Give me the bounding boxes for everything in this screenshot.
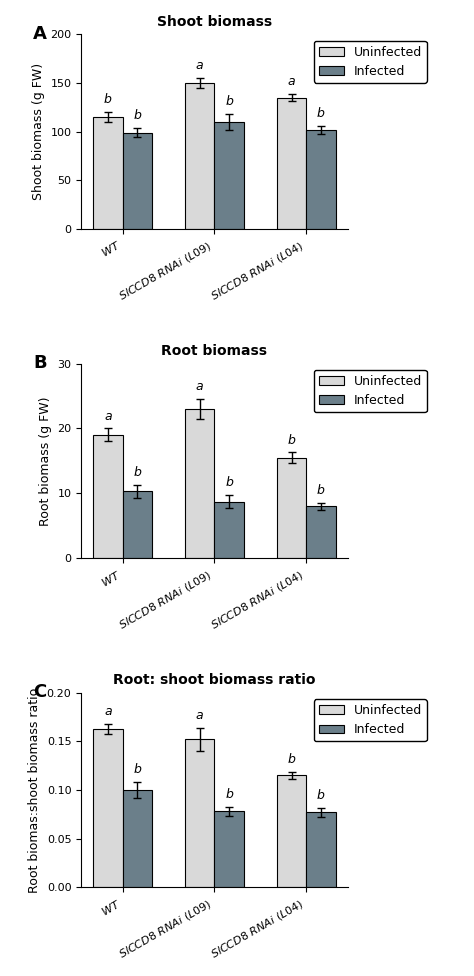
Bar xyxy=(123,791,152,887)
Text: a: a xyxy=(288,75,295,88)
Text: a: a xyxy=(196,381,203,393)
Bar xyxy=(277,458,306,558)
Title: Root: shoot biomass ratio: Root: shoot biomass ratio xyxy=(113,673,316,687)
Title: Shoot biomass: Shoot biomass xyxy=(157,15,272,29)
Text: b: b xyxy=(317,107,325,120)
Bar xyxy=(93,435,123,558)
Bar xyxy=(214,502,244,558)
Bar xyxy=(93,117,123,229)
Bar xyxy=(123,133,152,229)
Text: a: a xyxy=(196,709,203,722)
Bar xyxy=(185,740,214,887)
Legend: Uninfected, Infected: Uninfected, Infected xyxy=(313,699,427,742)
Text: b: b xyxy=(133,109,141,122)
Text: a: a xyxy=(196,60,203,72)
Text: b: b xyxy=(317,484,325,497)
Bar xyxy=(277,776,306,887)
Bar xyxy=(185,409,214,558)
Text: b: b xyxy=(317,789,325,801)
Bar xyxy=(214,122,244,229)
Bar xyxy=(306,507,336,558)
Bar xyxy=(306,130,336,229)
Text: b: b xyxy=(104,94,112,106)
Y-axis label: Root biomas:shoot biomass ratio: Root biomas:shoot biomass ratio xyxy=(28,687,41,893)
Text: B: B xyxy=(33,354,47,372)
Legend: Uninfected, Infected: Uninfected, Infected xyxy=(313,41,427,83)
Text: C: C xyxy=(33,683,46,701)
Text: b: b xyxy=(225,476,233,489)
Title: Root biomass: Root biomass xyxy=(162,345,267,358)
Text: b: b xyxy=(133,466,141,479)
Bar xyxy=(93,729,123,887)
Text: b: b xyxy=(225,788,233,800)
Text: b: b xyxy=(288,752,295,766)
Y-axis label: Root biomass (g FW): Root biomass (g FW) xyxy=(39,396,52,526)
Legend: Uninfected, Infected: Uninfected, Infected xyxy=(313,370,427,412)
Text: b: b xyxy=(225,96,233,108)
Bar xyxy=(306,812,336,887)
Y-axis label: Shoot biomass (g FW): Shoot biomass (g FW) xyxy=(32,63,45,200)
Bar xyxy=(185,83,214,229)
Text: b: b xyxy=(288,433,295,447)
Bar xyxy=(123,491,152,558)
Text: b: b xyxy=(133,763,141,777)
Text: A: A xyxy=(33,24,47,43)
Bar xyxy=(277,98,306,229)
Text: a: a xyxy=(104,705,112,718)
Bar xyxy=(214,811,244,887)
Text: a: a xyxy=(104,410,112,423)
